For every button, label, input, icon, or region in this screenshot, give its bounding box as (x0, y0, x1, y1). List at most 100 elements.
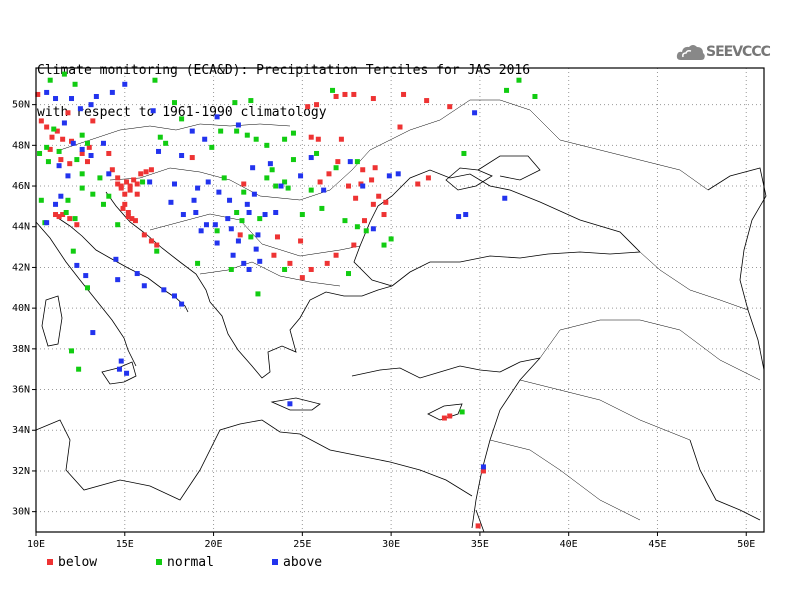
station-marker-normal (72, 216, 78, 222)
border-line (59, 123, 291, 151)
station-marker-normal (264, 142, 270, 148)
station-marker-below (324, 260, 330, 266)
border-line (639, 251, 749, 311)
station-marker-below (308, 134, 314, 140)
station-marker-above (65, 173, 71, 179)
y-tick-label: 34N (12, 425, 30, 436)
station-marker-above (395, 171, 401, 177)
coastline-red-sea (475, 439, 761, 533)
legend-swatch (156, 559, 162, 565)
x-tick-label: 15E (116, 539, 134, 550)
station-marker-below (122, 191, 128, 197)
coastline-azov (477, 155, 541, 181)
station-marker-below (35, 91, 41, 97)
station-marker-above (171, 293, 177, 299)
y-tick-label: 32N (12, 466, 30, 477)
station-marker-normal (154, 248, 160, 254)
station-marker-below (338, 136, 344, 142)
coastline-caspian (707, 167, 767, 371)
station-marker-above (124, 370, 130, 376)
station-marker-normal (532, 93, 538, 99)
station-marker-below (370, 201, 376, 207)
station-marker-above (150, 108, 156, 114)
station-marker-below (129, 216, 135, 222)
y-tick-label: 44N (12, 222, 30, 233)
station-marker-above (61, 120, 67, 126)
station-marker-below (381, 212, 387, 218)
x-tick-label: 50E (737, 539, 755, 550)
station-marker-below (134, 181, 140, 187)
station-marker-normal (140, 179, 146, 185)
station-marker-normal (195, 260, 201, 266)
legend-label: normal (167, 555, 214, 570)
station-marker-normal (346, 271, 352, 277)
station-marker-normal (179, 116, 185, 122)
station-marker-normal (282, 266, 288, 272)
border-line (519, 379, 691, 441)
cloud-icon (676, 45, 705, 60)
station-marker-above (253, 246, 259, 252)
station-marker-normal (264, 175, 270, 181)
station-marker-above (198, 228, 204, 234)
station-marker-normal (63, 209, 69, 215)
station-marker-below (115, 175, 121, 181)
station-marker-above (360, 183, 366, 189)
coastline-sicily (101, 361, 137, 385)
station-marker-normal (100, 201, 106, 207)
station-marker-below (333, 252, 339, 258)
station-marker-normal (79, 171, 85, 177)
station-marker-below (154, 242, 160, 248)
station-marker-below (237, 232, 243, 238)
station-marker-below (86, 144, 92, 150)
station-marker-below (424, 98, 430, 104)
station-marker-above (246, 209, 252, 215)
station-marker-above (203, 222, 209, 228)
station-marker-below (74, 222, 80, 228)
station-marker-below (415, 181, 421, 187)
coastline-black-sea (353, 169, 641, 287)
station-marker-below (122, 201, 128, 207)
station-marker-normal (163, 140, 169, 146)
border-line (199, 261, 341, 287)
legend-swatch (272, 559, 278, 565)
station-marker-above (244, 201, 250, 207)
station-marker-above (100, 140, 106, 146)
station-marker-above (134, 271, 140, 277)
y-tick-label: 42N (12, 262, 30, 273)
station-markers (35, 71, 538, 529)
station-marker-normal (354, 224, 360, 230)
station-marker-below (315, 136, 321, 142)
station-marker-normal (72, 81, 78, 87)
station-marker-below (308, 266, 314, 272)
station-marker-below (351, 242, 357, 248)
station-marker-below (425, 175, 431, 181)
station-marker-below (138, 171, 144, 177)
station-marker-normal (84, 285, 90, 291)
station-marker-above (246, 266, 252, 272)
station-marker-above (74, 262, 80, 268)
station-marker-below (67, 216, 73, 222)
legend-label: below (58, 555, 98, 570)
y-tick-label: 46N (12, 181, 30, 192)
station-marker-normal (381, 242, 387, 248)
station-marker-above (191, 197, 197, 203)
coastline-dalmatia (105, 191, 211, 303)
station-marker-below (298, 238, 304, 244)
station-marker-normal (209, 144, 215, 150)
station-marker-normal (84, 140, 90, 146)
station-marker-normal (461, 150, 467, 156)
border-line (149, 213, 361, 257)
station-marker-below (143, 169, 149, 175)
station-marker-below (480, 468, 486, 474)
station-marker-below (317, 179, 323, 185)
station-marker-below (447, 413, 453, 419)
station-marker-normal (248, 98, 254, 104)
station-marker-normal (459, 409, 465, 415)
station-marker-normal (51, 126, 57, 132)
station-marker-below (120, 205, 126, 211)
station-marker-above (255, 232, 261, 238)
station-marker-above (216, 189, 222, 195)
station-marker-normal (97, 175, 103, 181)
station-marker-above (235, 122, 241, 128)
